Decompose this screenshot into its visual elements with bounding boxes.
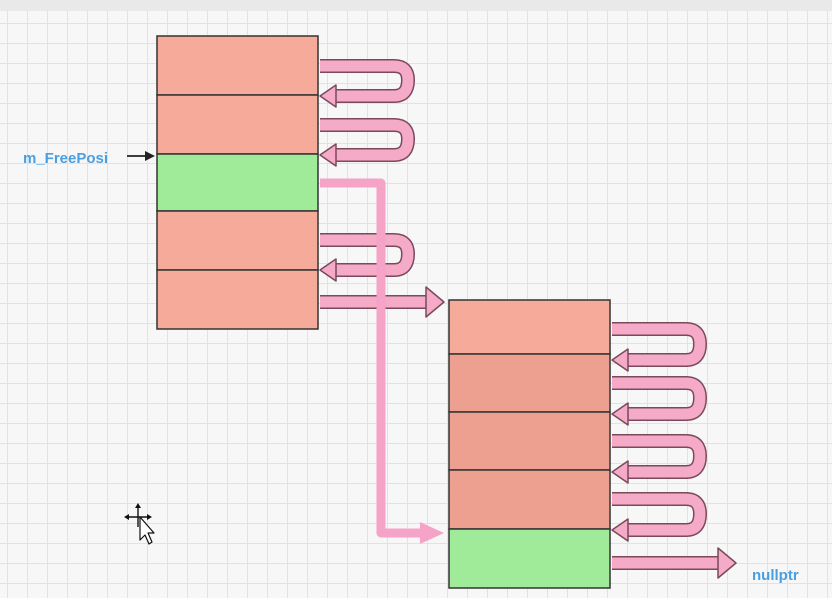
block2-loop-3 bbox=[611, 434, 707, 484]
move-cursor-icon bbox=[124, 503, 155, 545]
block2-cell-2 bbox=[448, 353, 611, 413]
free-list-link bbox=[320, 178, 444, 544]
block1-cell-2 bbox=[156, 94, 319, 155]
window-top-strip bbox=[0, 0, 832, 11]
block1-loop-1 bbox=[319, 59, 415, 108]
memory-block-2 bbox=[448, 299, 611, 589]
block2-cell-4 bbox=[448, 469, 611, 530]
block1-loop-4 bbox=[319, 233, 415, 282]
block1-to-block2-arrow bbox=[320, 286, 445, 318]
block1-cell-5 bbox=[156, 269, 319, 330]
block2-cell-1 bbox=[448, 299, 611, 355]
nullptr-label: nullptr bbox=[752, 567, 799, 584]
block2-loop-4 bbox=[611, 492, 707, 542]
block1-cell-4 bbox=[156, 210, 319, 271]
block1-loop-2 bbox=[319, 118, 415, 167]
memory-block-1 bbox=[156, 35, 319, 330]
next-links bbox=[319, 59, 737, 579]
block1-cell-3-free bbox=[156, 153, 319, 212]
free-pointer-label: m_FreePosi bbox=[23, 150, 108, 167]
nullptr-arrow bbox=[612, 547, 737, 579]
free-pointer: m_FreePosi bbox=[23, 150, 155, 167]
block2-loop-2 bbox=[611, 376, 707, 426]
block1-cell-1 bbox=[156, 35, 319, 96]
free-pointer-arrowhead bbox=[145, 151, 155, 161]
block2-loop-1 bbox=[611, 322, 707, 372]
block2-cell-5-free bbox=[448, 528, 611, 589]
block2-cell-3 bbox=[448, 411, 611, 471]
